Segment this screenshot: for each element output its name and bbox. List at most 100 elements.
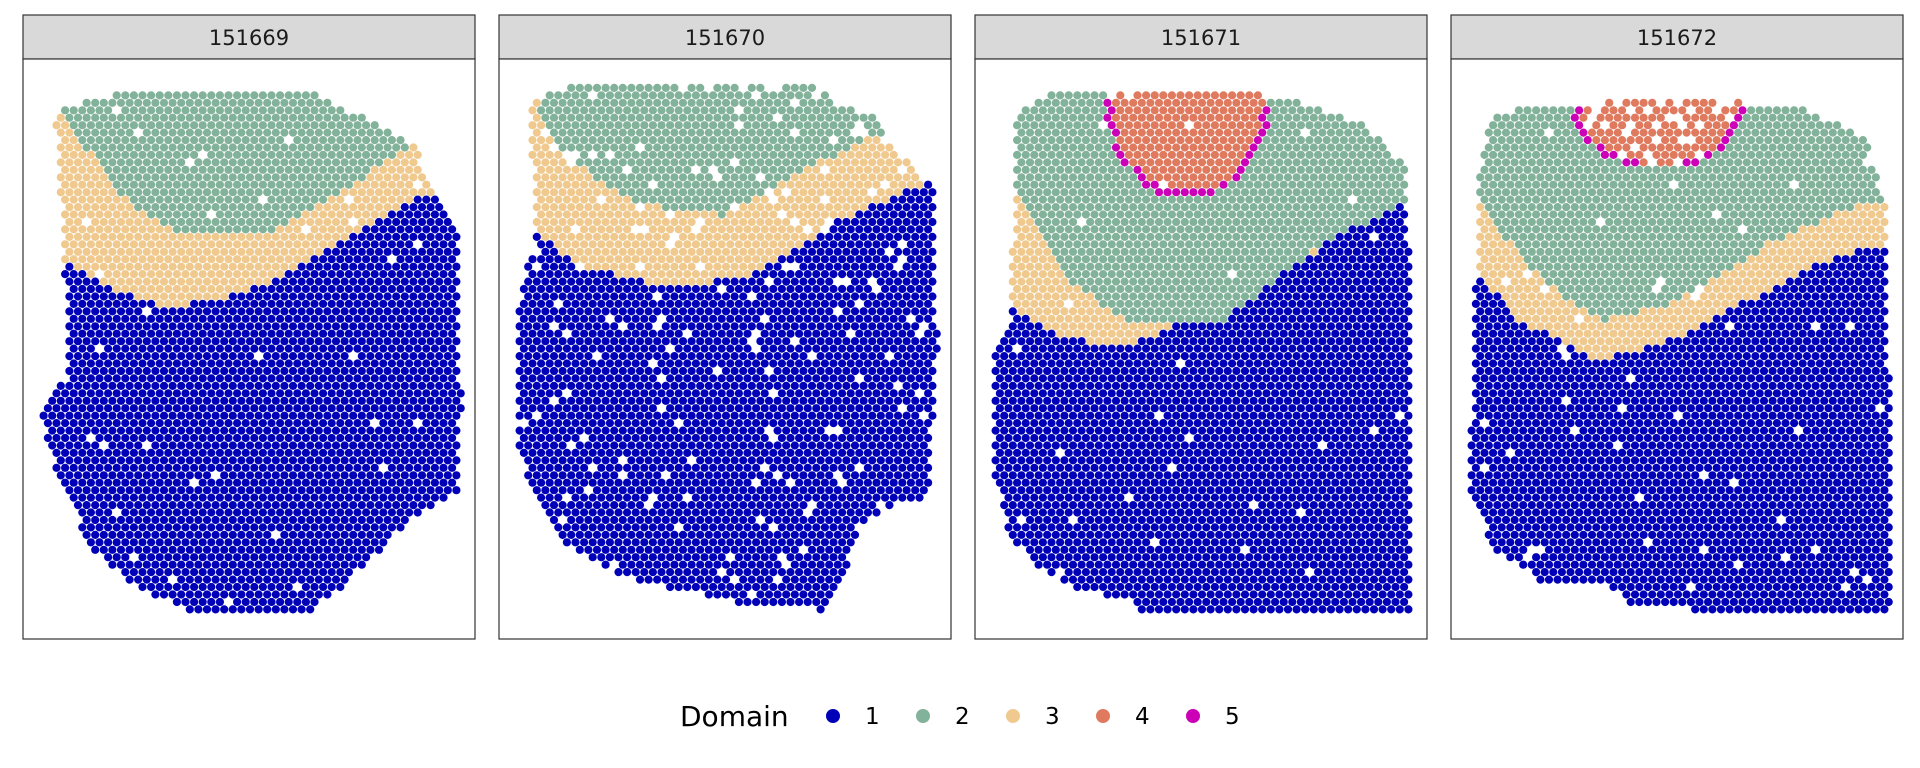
spot-domain-2	[164, 180, 173, 189]
spot-domain-3	[99, 217, 108, 227]
spot-domain-1	[752, 270, 761, 279]
spot-domain-2	[314, 158, 323, 167]
spot-domain-1	[73, 426, 83, 435]
spot-domain-2	[164, 91, 173, 100]
spot-domain-1	[215, 538, 224, 547]
spot-domain-2	[198, 165, 207, 174]
spot-domain-2	[734, 195, 744, 204]
spot-domain-2	[709, 195, 718, 204]
spot-domain-1	[640, 389, 649, 398]
spot-domain-1	[413, 329, 422, 338]
spot-domain-1	[314, 381, 323, 390]
spot-domain-2	[245, 158, 255, 167]
spot-domain-1	[448, 240, 457, 249]
spot-domain-2	[610, 158, 619, 167]
spot-domain-1	[528, 448, 537, 457]
spot-domain-1	[545, 389, 554, 398]
spot-domain-1	[168, 426, 177, 435]
spot-domain-1	[327, 568, 336, 577]
spot-domain-1	[387, 374, 396, 383]
spot-domain-3	[95, 180, 104, 189]
spot-domain-1	[233, 448, 242, 457]
spot-domain-1	[439, 404, 448, 413]
spot-domain-1	[99, 515, 108, 525]
spot-domain-1	[215, 329, 224, 338]
spot-domain-1	[430, 359, 439, 368]
spot-domain-3	[116, 247, 126, 256]
spot-domain-1	[331, 486, 341, 495]
spot-domain-2	[288, 98, 298, 107]
spot-domain-3	[795, 240, 804, 249]
spot-domain-1	[125, 575, 134, 584]
spot-domain-1	[241, 568, 250, 577]
spot-domain-1	[207, 404, 216, 413]
spot-domain-1	[233, 463, 242, 472]
spot-domain-1	[872, 389, 881, 398]
spot-domain-1	[747, 441, 756, 450]
spot-domain-3	[379, 210, 388, 219]
spot-domain-1	[314, 292, 323, 301]
spot-domain-2	[756, 143, 765, 152]
spot-domain-3	[911, 173, 920, 182]
spot-domain-1	[155, 329, 164, 338]
spot-domain-2	[344, 136, 353, 145]
spot-domain-1	[78, 284, 87, 294]
spot-domain-1	[803, 344, 812, 353]
spot-domain-1	[288, 515, 298, 525]
spot-domain-3	[91, 262, 100, 271]
spot-domain-1	[228, 590, 237, 599]
spot-domain-1	[306, 486, 315, 495]
spot-domain-1	[863, 404, 873, 413]
spot-domain-3	[215, 255, 224, 264]
spot-domain-1	[340, 441, 349, 450]
spot-domain-1	[168, 530, 177, 540]
spot-domain-1	[417, 307, 427, 316]
spot-domain-1	[383, 456, 392, 465]
spot-domain-1	[383, 292, 392, 301]
spot-domain-1	[159, 426, 169, 435]
spot-domain-1	[786, 359, 795, 368]
spot-domain-3	[78, 255, 87, 264]
spot-domain-1	[816, 366, 825, 376]
spot-domain-1	[405, 329, 414, 338]
spot-domain-1	[743, 329, 752, 338]
spot-domain-1	[648, 299, 658, 308]
spot-domain-2	[125, 158, 134, 167]
spot-domain-1	[541, 441, 550, 450]
spot-domain-1	[829, 299, 838, 308]
spot-domain-1	[228, 471, 237, 480]
spot-domain-1	[383, 262, 392, 271]
spot-domain-1	[898, 210, 907, 219]
spot-domain-1	[782, 352, 791, 361]
spot-domain-1	[623, 299, 632, 308]
spot-domain-1	[549, 262, 559, 271]
spot-domain-2	[151, 128, 160, 137]
spot-domain-1	[267, 538, 276, 547]
spot-domain-1	[601, 396, 610, 405]
spot-domain-1	[370, 404, 379, 413]
spot-domain-1	[129, 419, 138, 428]
spot-domain-1	[353, 374, 362, 383]
spot-domain-3	[211, 277, 220, 286]
spot-domain-3	[61, 136, 70, 145]
spot-domain-1	[267, 299, 276, 308]
spot-domain-1	[116, 560, 126, 569]
spot-domain-1	[134, 322, 143, 331]
spot-domain-1	[306, 515, 315, 525]
spot-domain-1	[435, 471, 444, 480]
spot-domain-1	[241, 597, 250, 607]
spot-domain-1	[610, 292, 619, 301]
spot-domain-1	[928, 203, 937, 212]
spot-domain-1	[392, 366, 401, 376]
spot-domain-1	[108, 352, 117, 361]
spot-domain-3	[769, 210, 778, 219]
spot-domain-1	[245, 471, 255, 480]
spot-domain-1	[850, 441, 860, 450]
spot-domain-1	[846, 284, 855, 294]
spot-domain-1	[284, 299, 293, 308]
spot-domain-1	[69, 389, 78, 398]
spot-domain-1	[254, 366, 263, 376]
spot-domain-3	[211, 247, 220, 256]
spot-domain-2	[743, 195, 752, 204]
spot-domain-1	[353, 448, 362, 457]
